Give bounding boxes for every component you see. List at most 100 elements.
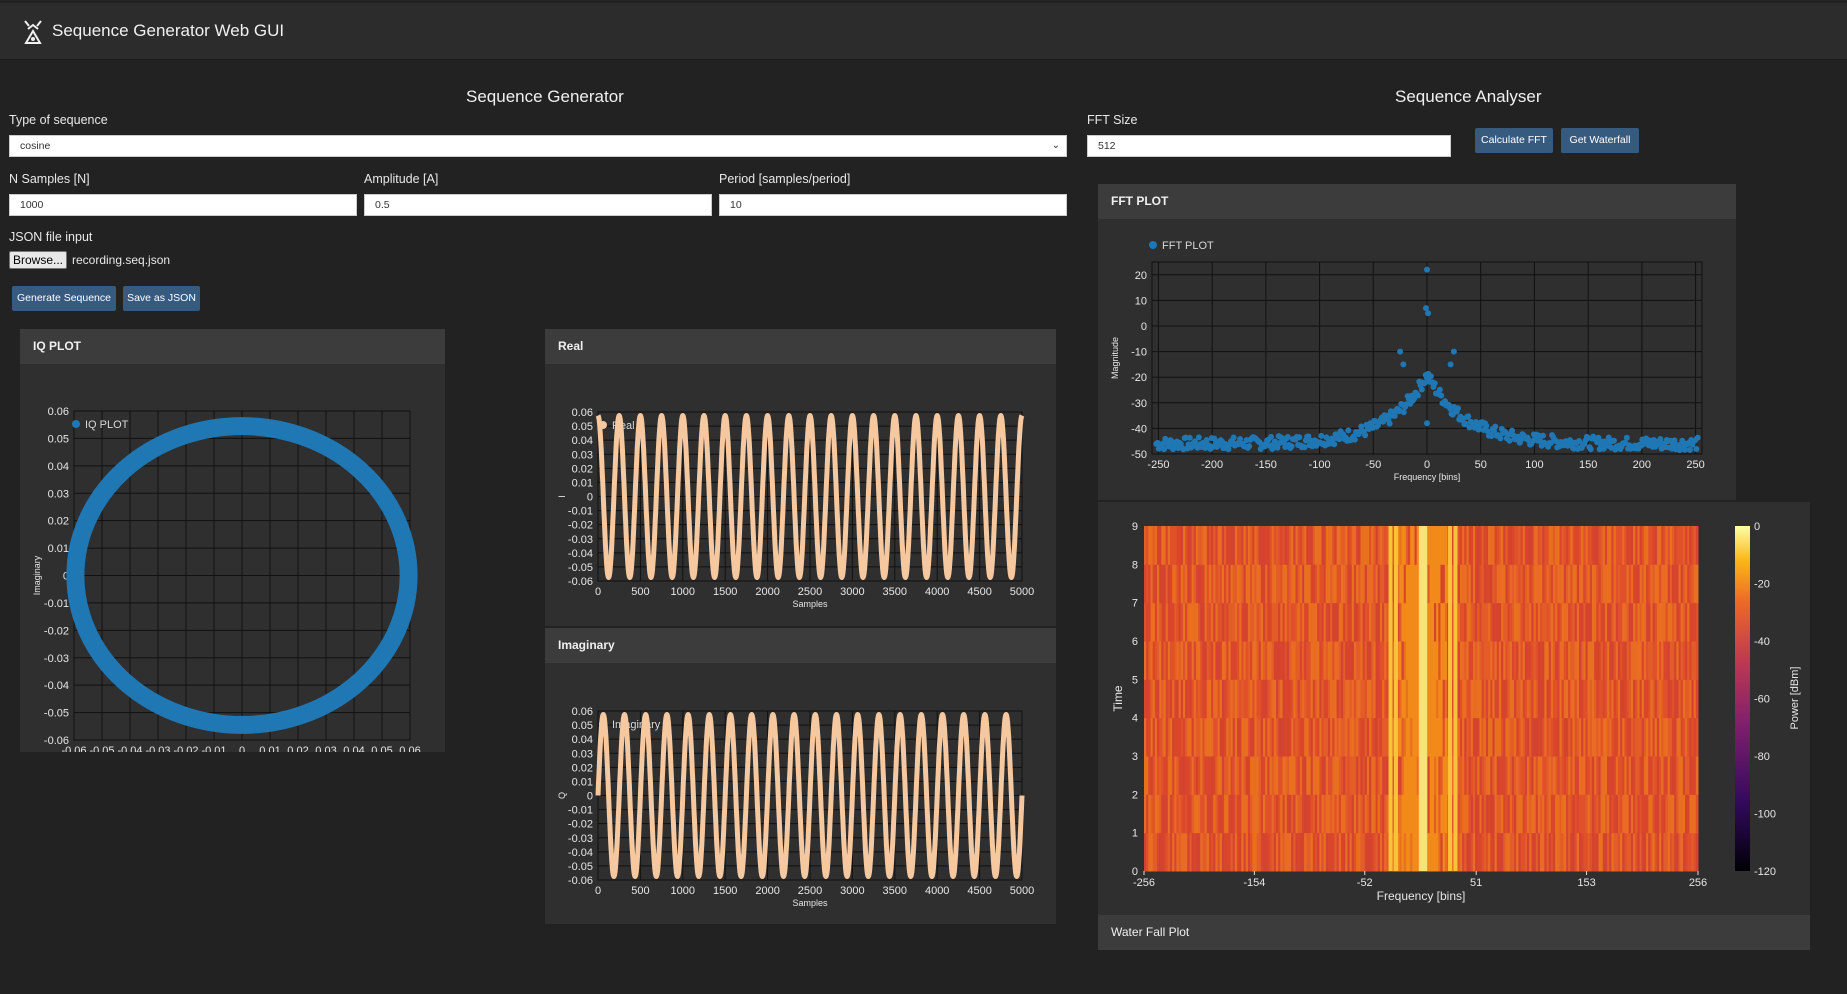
waterfall-cell — [1583, 602, 1586, 642]
waterfall-cell — [1286, 679, 1290, 719]
waterfall-cell — [1626, 756, 1630, 795]
waterfall-cell — [1237, 564, 1240, 604]
waterfall-cell — [1585, 641, 1589, 680]
browse-button[interactable]: Browse... — [9, 251, 68, 269]
n-samples-input[interactable]: 1000 — [9, 194, 357, 216]
waterfall-cell — [1364, 832, 1368, 872]
waterfall-cell — [1685, 526, 1688, 565]
waterfall-cell — [1219, 679, 1223, 719]
get-waterfall-button[interactable]: Get Waterfall — [1561, 128, 1639, 153]
waterfall-cell — [1185, 679, 1188, 719]
waterfall-cell — [1574, 832, 1578, 872]
waterfall-cell — [1587, 756, 1591, 795]
waterfall-cell — [1267, 641, 1271, 680]
waterfall-cell — [1622, 564, 1625, 604]
waterfall-cell — [1553, 602, 1556, 642]
waterfall-cell — [1202, 641, 1206, 680]
waterfall-cell — [1273, 717, 1277, 757]
iq-plot-chart[interactable]: -0.06 -0.05 -0.04 -0.03 -0.02 -0.01 0 0.01 0.02 0… — [20, 364, 445, 752]
real-xtick: 1500 — [713, 586, 737, 598]
waterfall-cell — [1224, 679, 1227, 719]
waterfall-cell — [1334, 717, 1338, 757]
waterfall-cell — [1540, 641, 1543, 680]
waterfall-cell — [1568, 832, 1571, 872]
waterfall-cell — [1691, 564, 1695, 604]
waterfall-cell — [1366, 832, 1370, 872]
waterfall-cell — [1312, 564, 1316, 604]
waterfall-cell — [1165, 832, 1169, 872]
waterfall-cell — [1615, 641, 1619, 680]
waterfall-cell — [1555, 641, 1558, 680]
waterfall-cell — [1165, 602, 1169, 642]
waterfall-cell — [1641, 526, 1645, 565]
waterfall-cell — [1520, 832, 1524, 872]
waterfall-cell — [1325, 641, 1329, 680]
waterfall-cell — [1243, 756, 1247, 795]
waterfall-cell — [1574, 717, 1578, 757]
waterfall-cell — [1297, 564, 1301, 604]
fft-size-input[interactable]: 512 — [1087, 135, 1451, 157]
real-plot-chart[interactable]: 0 500 1000 1500 2000 2500 3000 3500 4000 4500 5000… — [545, 364, 1056, 626]
waterfall-cell — [1622, 641, 1625, 680]
calculate-fft-button[interactable]: Calculate FFT — [1475, 128, 1553, 153]
waterfall-cell — [1578, 602, 1582, 642]
waterfall-cell — [1507, 794, 1511, 834]
waterfall-cell — [1356, 679, 1359, 719]
waterfall-cell — [1540, 602, 1543, 642]
waterfall-cell — [1518, 526, 1522, 565]
waterfall-cell — [1550, 602, 1554, 642]
waterfall-cell — [1620, 641, 1623, 680]
waterfall-cell — [1509, 602, 1513, 642]
waterfall-cell — [1440, 832, 1444, 872]
waterfall-cell — [1669, 794, 1673, 834]
waterfall-cell — [1412, 794, 1416, 834]
waterfall-cell — [1685, 679, 1688, 719]
imaginary-plot-chart[interactable]: 0 500 1000 1500 2000 2500 3000 3500 4000 4500 5000… — [545, 663, 1056, 924]
waterfall-cell — [1219, 526, 1223, 565]
waterfall-cell — [1202, 602, 1206, 642]
waterfall-cell — [1230, 832, 1234, 872]
waterfall-cell — [1384, 526, 1387, 565]
waterfall-cell — [1375, 564, 1379, 604]
waterfall-cell — [1459, 526, 1463, 565]
waterfall-cell — [1208, 756, 1212, 795]
waterfall-cell — [1496, 832, 1500, 872]
generate-sequence-button[interactable]: Generate Sequence — [12, 286, 116, 311]
waterfall-cell — [1652, 641, 1656, 680]
waterfall-cell — [1247, 794, 1251, 834]
amplitude-input[interactable]: 0.5 — [364, 194, 712, 216]
waterfall-cell — [1269, 526, 1273, 565]
waterfall-cell — [1317, 641, 1320, 680]
waterfall-cell — [1520, 679, 1524, 719]
waterfall-cell — [1169, 832, 1173, 872]
waterfall-cell — [1330, 717, 1333, 757]
waterfall-cell — [1531, 832, 1535, 872]
type-select[interactable]: cosine ⌄ — [9, 135, 1067, 157]
waterfall-cell — [1637, 679, 1641, 719]
waterfall-cell — [1161, 602, 1164, 642]
waterfall-cell — [1258, 564, 1262, 604]
waterfall-cell — [1397, 756, 1400, 795]
waterfall-cell — [1659, 717, 1662, 757]
waterfall-cell — [1475, 832, 1478, 872]
waterfall-cell — [1427, 602, 1431, 642]
real-xtick: 5000 — [1010, 586, 1034, 598]
waterfall-cell — [1553, 564, 1556, 604]
waterfall-cell — [1574, 564, 1578, 604]
period-input[interactable]: 10 — [719, 194, 1067, 216]
waterfall-cell — [1156, 794, 1160, 834]
waterfall-cell — [1687, 564, 1690, 604]
waterfall-cell — [1576, 794, 1580, 834]
waterfall-cell — [1641, 832, 1645, 872]
waterfall-cell — [1695, 794, 1699, 834]
waterfall-cell — [1639, 794, 1643, 834]
imag-ytick: -0.04 — [568, 847, 593, 859]
waterfall-cell — [1144, 679, 1147, 719]
waterfall-cell — [1524, 756, 1528, 795]
waterfall-cell — [1693, 679, 1697, 719]
waterfall-cell — [1693, 564, 1697, 604]
fft-plot-chart[interactable]: -250 -200 -150 -100 -50 0 50 100 150 200 25020100-… — [1098, 219, 1736, 500]
waterfall-cell — [1278, 756, 1281, 795]
save-json-button[interactable]: Save as JSON — [123, 286, 200, 311]
